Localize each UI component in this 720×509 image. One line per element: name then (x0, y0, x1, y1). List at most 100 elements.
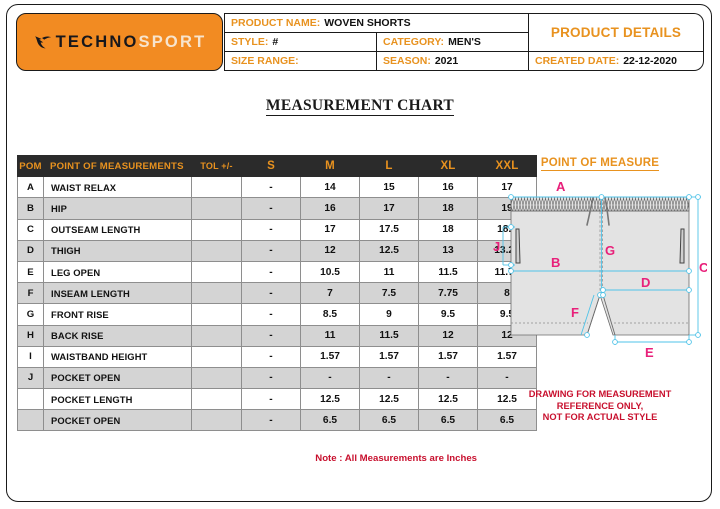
cell-m: 12 (300, 239, 360, 262)
cell-xl: - (418, 366, 478, 390)
table-row: POCKET LENGTH -12.5 12.5 12.5 12.5 (17, 388, 537, 411)
cell-xl: 13 (418, 239, 478, 262)
cell-m: 11 (300, 324, 360, 347)
cell-xxl: 1.57 (477, 345, 537, 368)
caption-line-2: REFERENCE ONLY, (556, 400, 644, 411)
cell-xl: 12 (418, 324, 478, 347)
measurement-table: POM POINT OF MEASUREMENTS TOL +/- S M L … (17, 154, 537, 432)
table-row: A WAIST RELAX -14 15 16 17 (17, 176, 537, 199)
style-value: # (272, 36, 279, 48)
cell-xl: 18 (418, 197, 478, 220)
shorts-diagram: A B C D E F G J (493, 177, 709, 369)
page-title-text: MEASUREMENT CHART (265, 97, 455, 116)
cell-name: OUTSEAM LENGTH (43, 218, 192, 241)
cell-name: POCKET OPEN (43, 366, 192, 390)
page-title: MEASUREMENT CHART (7, 97, 713, 116)
cell-s: - (241, 345, 301, 368)
col-header-name: POINT OF MEASUREMENTS (43, 154, 192, 178)
col-header-xxl: XXL (477, 154, 537, 178)
label-D: D (641, 275, 650, 290)
cell-xxl: 6.5 (477, 409, 537, 432)
header-row-product: PRODUCT NAME: WOVEN SHORTS (224, 13, 529, 32)
cell-s: - (241, 324, 301, 347)
cell-pom (17, 388, 44, 411)
cell-l: 15 (359, 176, 419, 199)
cell-pom: E (17, 260, 44, 284)
label-J: J (493, 239, 500, 254)
pocket-left (515, 228, 521, 264)
point-of-measure-title-text: POINT OF MEASURE (540, 157, 660, 171)
cell-l: 6.5 (359, 409, 419, 432)
table-row: D THIGH -12 12.5 13 13.25 (17, 239, 537, 262)
cell-tol (191, 197, 242, 220)
cell-m: 7 (300, 282, 360, 305)
table-row: C OUTSEAM LENGTH -17 17.5 18 18.5 (17, 218, 537, 241)
col-header-m: M (300, 154, 360, 178)
label-E: E (645, 345, 654, 360)
cell-pom: I (17, 345, 44, 368)
product-name-value: WOVEN SHORTS (324, 17, 411, 29)
cell-s: - (241, 176, 301, 199)
created-date-label: CREATED DATE: (535, 54, 620, 67)
cell-l: 1.57 (359, 345, 419, 368)
cell-name: WAIST RELAX (43, 176, 192, 199)
logo-text-techno: TECHNO (55, 32, 139, 51)
cell-s: - (241, 282, 301, 305)
table-row: I WAISTBAND HEIGHT -1.57 1.57 1.57 1.57 (17, 345, 537, 368)
cell-m: 1.57 (300, 345, 360, 368)
season-field: SEASON: 2021 (376, 52, 528, 70)
measurement-labels: A B C D E F G J (493, 179, 709, 360)
drawstring-right (604, 197, 610, 226)
cell-name: POCKET LENGTH (43, 388, 192, 411)
cell-m: 17 (300, 218, 360, 241)
cell-tol (191, 176, 242, 199)
cell-s: - (241, 260, 301, 284)
cell-m: 6.5 (300, 409, 360, 432)
label-B: B (551, 255, 560, 270)
cell-pom: D (17, 239, 44, 262)
size-range-label: SIZE RANGE: (231, 55, 299, 67)
season-label: SEASON: (383, 55, 431, 67)
cell-tol (191, 324, 242, 347)
diagram-caption: DRAWING FOR MEASUREMENT REFERENCE ONLY, … (493, 389, 707, 424)
caption-line-1: DRAWING FOR MEASUREMENT (528, 389, 672, 399)
label-A: A (556, 179, 566, 194)
cell-pom: B (17, 197, 44, 220)
cell-tol (191, 282, 242, 305)
category-value: MEN'S (448, 36, 481, 48)
header-row-style: STYLE: # CATEGORY: MEN'S (224, 32, 529, 51)
cell-pom: C (17, 218, 44, 241)
table-header: POM POINT OF MEASUREMENTS TOL +/- S M L … (17, 154, 537, 178)
season-value: 2021 (434, 55, 459, 67)
cell-m: 16 (300, 197, 360, 220)
table-row: E LEG OPEN -10.5 11 11.5 11.75 (17, 260, 537, 284)
cell-l: 11.5 (359, 324, 419, 347)
cell-xl: 16 (418, 176, 478, 199)
cell-s: - (241, 197, 301, 220)
table-row: POCKET OPEN -6.5 6.5 6.5 6.5 (17, 409, 537, 432)
cell-l: 11 (359, 260, 419, 284)
cell-tol (191, 239, 242, 262)
size-range-field: SIZE RANGE: (225, 52, 376, 70)
pocket-right (679, 228, 685, 264)
cell-xl: 9.5 (418, 303, 478, 326)
drawstring-left (586, 197, 594, 226)
cell-pom: H (17, 324, 44, 347)
cell-pom: F (17, 282, 44, 305)
table-row: F INSEAM LENGTH -7 7.5 7.75 8 (17, 282, 537, 305)
cell-m: 8.5 (300, 303, 360, 326)
measurement-nodes (508, 194, 701, 345)
cell-l: 7.5 (359, 282, 419, 305)
caption-line-3: NOT FOR ACTUAL STYLE (542, 412, 658, 422)
product-name-label: PRODUCT NAME: (231, 17, 321, 29)
cell-m: 14 (300, 176, 360, 199)
cell-m: 10.5 (300, 260, 360, 284)
cell-name: INSEAM LENGTH (43, 282, 192, 305)
label-F: F (571, 305, 579, 320)
cell-l: 17 (359, 197, 419, 220)
cell-xl: 7.75 (418, 282, 478, 305)
brand-logo: TECHNOSPORT (16, 13, 223, 71)
inseam-left (586, 294, 601, 336)
col-header-s: S (241, 154, 301, 178)
category-label: CATEGORY: (383, 36, 445, 48)
